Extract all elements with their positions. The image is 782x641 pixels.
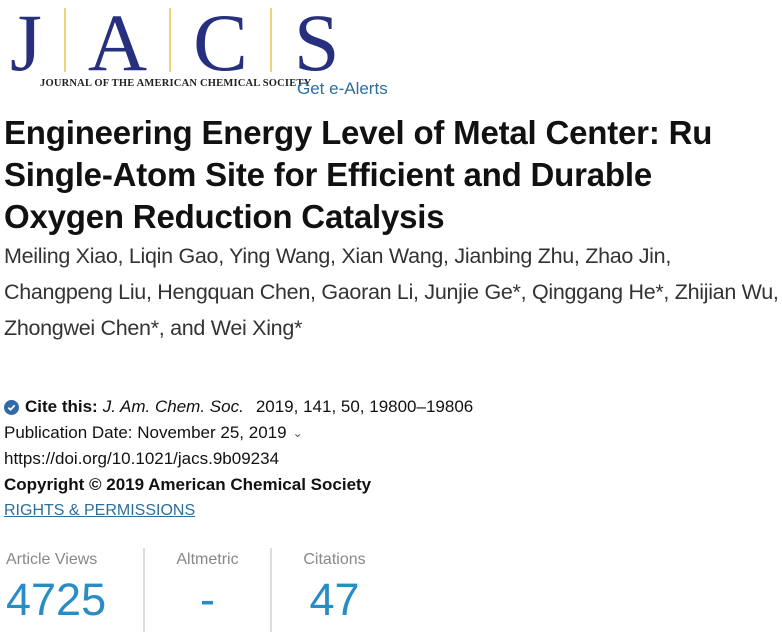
- divider: [143, 548, 145, 632]
- metric-label: Altmetric: [176, 551, 239, 568]
- jacs-logo[interactable]: J A C S JOURNAL OF THE AMERICAN CHEMICAL…: [4, 2, 339, 94]
- doi-link[interactable]: https://doi.org/10.1021/jacs.9b09234: [4, 449, 280, 468]
- divider: [270, 548, 272, 632]
- metric-value: -: [200, 574, 215, 625]
- article-title: Engineering Energy Level of Metal Center…: [4, 114, 713, 235]
- check-circle-icon: [4, 399, 19, 415]
- logo-letters: J A C S: [4, 2, 339, 84]
- cite-journal: J. Am. Chem. Soc.: [102, 397, 244, 416]
- logo-letter-s: S: [293, 0, 340, 88]
- rights-permissions-link[interactable]: RIGHTS & PERMISSIONS: [4, 502, 196, 519]
- logo-separator: [169, 8, 172, 72]
- metric-label: Article Views: [6, 551, 98, 568]
- article-metrics: Article Views 4725 Altmetric - Citations…: [0, 545, 397, 637]
- metric-value: 47: [309, 574, 360, 625]
- copyright: Copyright © 2019 American Chemical Socie…: [4, 475, 372, 494]
- logo-letter-j: J: [10, 0, 42, 88]
- metric-value: 4725: [6, 574, 107, 625]
- metric-article-views[interactable]: Article Views 4725: [0, 545, 143, 637]
- cite-label: Cite this:: [25, 397, 98, 416]
- article-meta: Cite this: J. Am. Chem. Soc. 2019, 141, …: [4, 394, 473, 524]
- logo-separator: [63, 8, 66, 72]
- metric-citations[interactable]: Citations 47: [272, 545, 397, 637]
- metric-altmetric[interactable]: Altmetric -: [145, 545, 270, 637]
- get-e-alerts-link[interactable]: Get e-Alerts: [297, 79, 388, 98]
- logo-subtitle: JOURNAL OF THE AMERICAN CHEMICAL SOCIETY: [40, 78, 312, 89]
- doi-row: https://doi.org/10.1021/jacs.9b09234: [4, 446, 473, 472]
- logo-separator: [269, 8, 272, 72]
- chevron-down-icon[interactable]: ⌄: [292, 426, 303, 440]
- cite-row[interactable]: Cite this: J. Am. Chem. Soc. 2019, 141, …: [4, 394, 473, 420]
- logo-letter-a: A: [87, 0, 148, 88]
- logo-letter-c: C: [193, 0, 248, 88]
- author-list[interactable]: Meiling Xiao, Liqin Gao, Ying Wang, Xian…: [4, 244, 779, 340]
- cite-details: 2019, 141, 50, 19800–19806: [255, 397, 474, 416]
- publication-date: Publication Date: November 25, 2019: [4, 423, 287, 442]
- metric-label: Citations: [303, 551, 366, 568]
- publication-date-row[interactable]: Publication Date: November 25, 2019 ⌄: [4, 420, 473, 446]
